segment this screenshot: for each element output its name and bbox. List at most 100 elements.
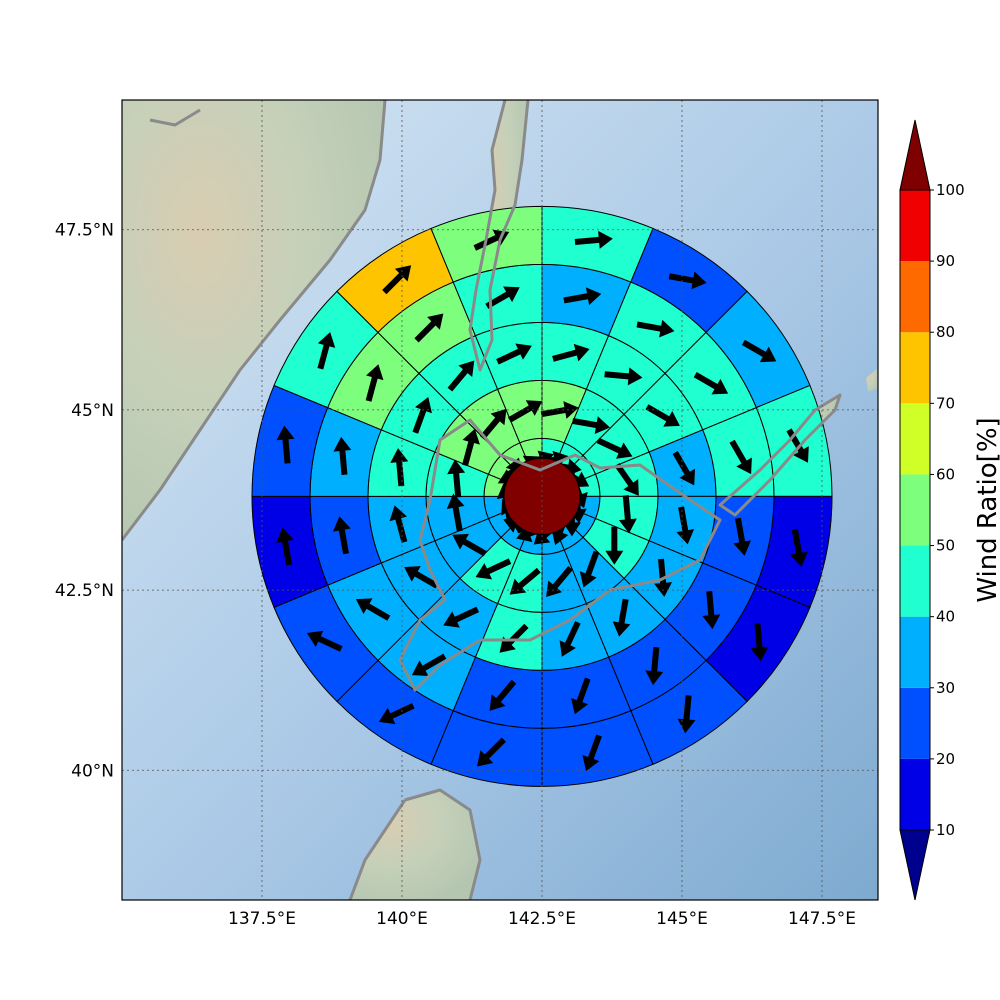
colorbar-tick-label: 60 [936,465,955,483]
map-frame [121,99,879,901]
lat-tick-label: 47.5°N [55,221,114,241]
lat-tick-label: 40°N [71,761,114,781]
wind-arrow-ring3-sector1 [552,343,590,362]
wind-arrow-ring5-sector14 [317,332,336,370]
wind-arrow-ring2-sector2 [572,416,611,434]
wind-arrow-ring5-sector12 [276,527,294,566]
colorbar-extend-top [899,119,931,191]
colorbar-segment-30-40 [900,616,930,688]
colorbar-tick-label: 40 [936,608,955,626]
wind-arrow-ring2-sector9 [509,567,541,595]
colorbar-tick-label: 30 [936,679,955,697]
lon-tick-label: 147.5°E [788,909,856,929]
wind-arrow-ring2-sector16 [507,400,543,423]
colorbar-outline [899,189,931,831]
colorbar-tick-label: 20 [936,750,955,768]
colorbar-segment-40-50 [900,545,930,617]
colorbar-tick-label: 100 [936,181,965,199]
colorbar: 10 20 30 40 50 60 70 80 90 100 [899,119,965,901]
lon-tick-label: 137.5°E [228,909,296,929]
wind-arrow-ring2-sector11 [452,533,487,557]
wind-arrow-ring4-sector10 [411,653,447,676]
wind-arrow-ring3-sector5 [676,506,695,545]
wind-arrow-ring2-sector3 [596,437,633,459]
land-kurils-east [866,368,878,392]
coastlines [122,100,842,900]
wind-arrow-ring4-sector7 [645,646,664,686]
lat-tick-label: 45°N [71,401,114,421]
graticule [122,100,878,900]
wind-arrow-ring3-sector4 [672,451,696,486]
colorbar-segment-20-30 [900,687,930,759]
wind-arrow-ring2-sector14 [462,428,480,467]
wind-arrow-ring5-sector3 [741,339,777,363]
colorbar-tick-label: 70 [936,394,955,412]
colorbar-tick-label: 10 [936,821,955,839]
wind-arrow-ring3-sector16 [496,343,532,365]
wind-arrow-ring5-sector2 [668,271,707,290]
wind-arrow-ring5-sector7 [677,695,696,734]
wind-arrow-ring5-sector11 [306,630,343,652]
wind-arrow-ring5-sector10 [378,703,415,725]
colorbar-segment-90-100 [900,190,930,262]
wind-arrow-ring2-sector15 [479,408,507,440]
wind-arrow-ring2-sector6 [605,526,624,565]
wind-arrow-ring3-sector2 [604,367,643,386]
coastline-sakhalin [468,100,530,372]
colorbar-label: Wind Ratio[%] [973,417,1000,602]
lat-tick-label: 42.5°N [55,581,114,601]
colorbar-tick-label: 90 [936,252,955,270]
wind-arrow-ring4-sector4 [729,439,752,475]
colorbar-segment-80-90 [900,261,930,333]
wind-arrow-ring2-sector10 [475,558,512,580]
lon-tick-label: 145°E [656,909,708,929]
wind-arrow-ring5-sector6 [750,623,769,662]
wind-arrow-ring2-sector1 [540,401,579,419]
wind-ratio-polar-grid [251,205,833,787]
wind-arrow-ring4-sector13 [333,436,352,475]
wind-arrow-ring5-sector13 [276,425,295,464]
coastline-kurils [718,393,842,517]
wind-arrow-ring3-sector13 [390,448,409,487]
wind-arrow-ring4-sector14 [365,364,384,402]
wind-arrow-ring2-sector12 [446,493,465,532]
colorbar-segment-10-20 [900,758,930,830]
coastline-mainland [122,100,387,541]
lon-tick-label: 142.5°E [508,909,576,929]
wind-arrow-ring4-sector11 [355,598,391,621]
wind-arrow-ring3-sector12 [389,505,408,543]
lon-tick-label: 140°E [376,909,428,929]
wind-arrow-ring4-sector9 [489,679,517,711]
wind-arrow-ring5-sector9 [476,737,506,767]
wind-arrow-ring4-sector6 [702,590,721,630]
land-mainland [122,100,385,540]
wind-arrow-ring5-sector5 [790,529,808,568]
colorbar-tick-label: 80 [936,323,955,341]
wind-arrow-ring5-sector8 [582,734,602,772]
wind-arrow-ring4-sector16 [485,286,520,309]
wind-arrow-ring3-sector14 [412,397,432,434]
wind-arrow-ring4-sector1 [563,287,602,306]
wind-arrow-ring2-sector4 [614,462,639,496]
wind-arrow-ring5-sector1 [574,230,613,249]
wind-arrow-ring3-sector11 [404,566,439,589]
colorbar-segment-60-70 [900,403,930,475]
wind-arrow-ring4-sector12 [332,516,351,555]
colorbar-extend-bottom [899,829,931,901]
wind-arrow-ring3-sector3 [645,404,680,427]
coastline-mainland-north [149,108,201,127]
wind-arrow-ring5-sector15 [382,265,412,295]
wind-arrow-ring2-sector5 [618,495,637,534]
wind-arrow-ring3-sector15 [447,360,475,392]
wind-arrow-ring3-sector8 [559,621,581,657]
colorbar-tick-label: 50 [936,537,955,555]
coastline-honshu [348,788,482,900]
wind-arrow-ring4-sector15 [414,313,444,343]
colorbar-segment-70-80 [900,332,930,404]
wind-arrow-ring4-sector8 [571,677,591,715]
wind-arrow-ring2-sector7 [579,550,600,588]
coastline-hokkaido [398,418,722,692]
colorbar-segment-50-60 [900,474,930,546]
wind-arrow-ring4-sector2 [636,319,675,338]
